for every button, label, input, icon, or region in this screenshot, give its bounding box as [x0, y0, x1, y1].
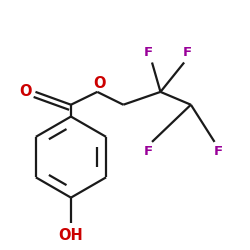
Text: F: F: [183, 46, 192, 59]
Text: OH: OH: [58, 228, 83, 243]
Text: F: F: [144, 145, 153, 158]
Text: O: O: [19, 84, 32, 99]
Text: O: O: [94, 76, 106, 90]
Text: F: F: [144, 46, 153, 59]
Text: F: F: [213, 145, 222, 158]
